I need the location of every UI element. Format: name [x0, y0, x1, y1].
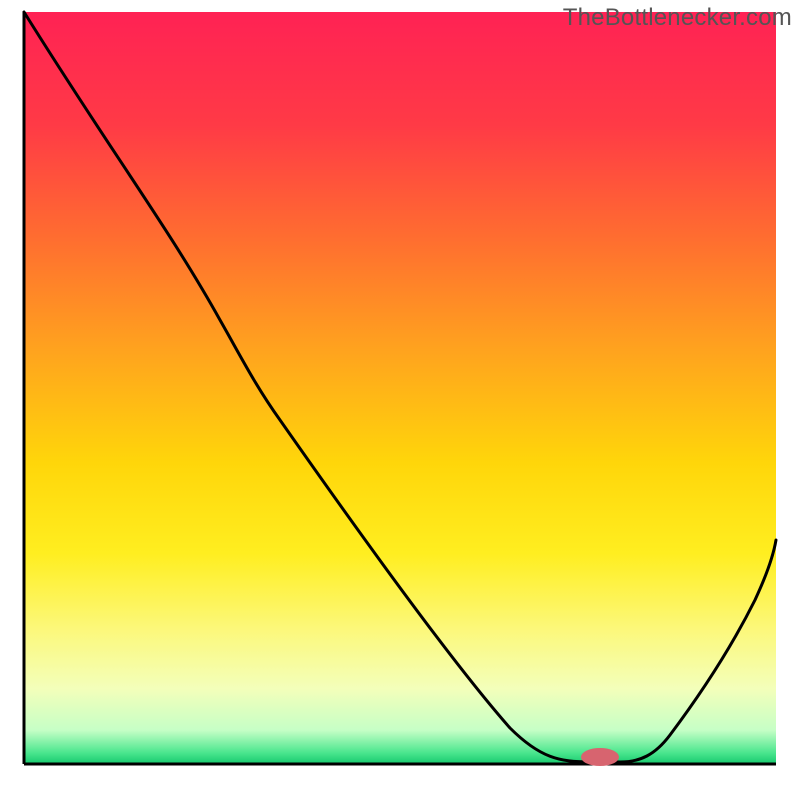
watermark-text: TheBottlenecker.com: [563, 4, 792, 32]
plot-background: [24, 12, 776, 764]
minimum-marker: [581, 748, 619, 766]
chart-stage: TheBottlenecker.com: [0, 0, 800, 800]
bottleneck-chart: [0, 0, 800, 800]
